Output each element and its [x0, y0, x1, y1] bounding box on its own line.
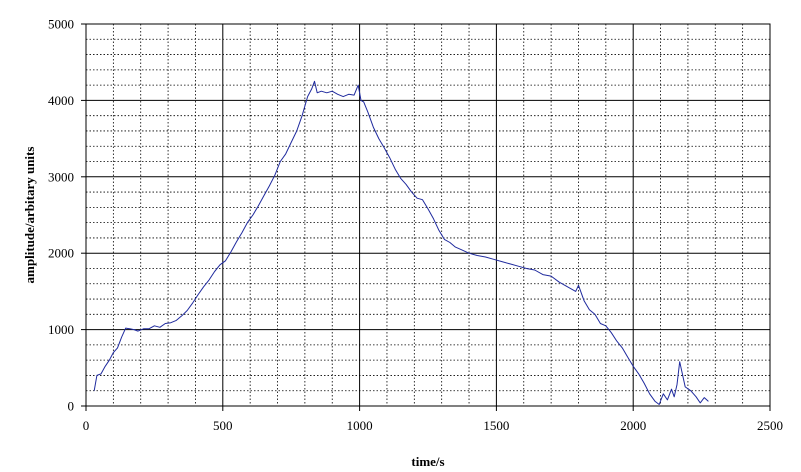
y-tick-label: 1000 [48, 322, 74, 337]
y-axis-ticks: 0 1000 2000 3000 4000 5000 [48, 17, 86, 414]
x-tick-label: 2000 [620, 418, 646, 433]
major-grid [86, 24, 770, 406]
x-axis-title: time/s [411, 454, 444, 469]
y-tick-label: 2000 [48, 246, 74, 261]
y-axis-title: amplitude/arbitary units [22, 147, 37, 284]
minor-grid [86, 24, 770, 406]
plot-area-border [85, 23, 771, 407]
x-tick-label: 1500 [483, 418, 509, 433]
y-tick-label: 3000 [48, 169, 74, 184]
x-axis-ticks: 0 500 1000 1500 2000 2500 [83, 406, 783, 433]
x-tick-label: 0 [83, 418, 90, 433]
y-tick-label: 4000 [48, 93, 74, 108]
y-tick-label: 5000 [48, 17, 74, 32]
y-tick-label: 0 [68, 399, 75, 414]
x-tick-label: 500 [213, 418, 233, 433]
x-tick-label: 2500 [757, 418, 783, 433]
x-tick-label: 1000 [347, 418, 373, 433]
series-line [93, 80, 709, 405]
